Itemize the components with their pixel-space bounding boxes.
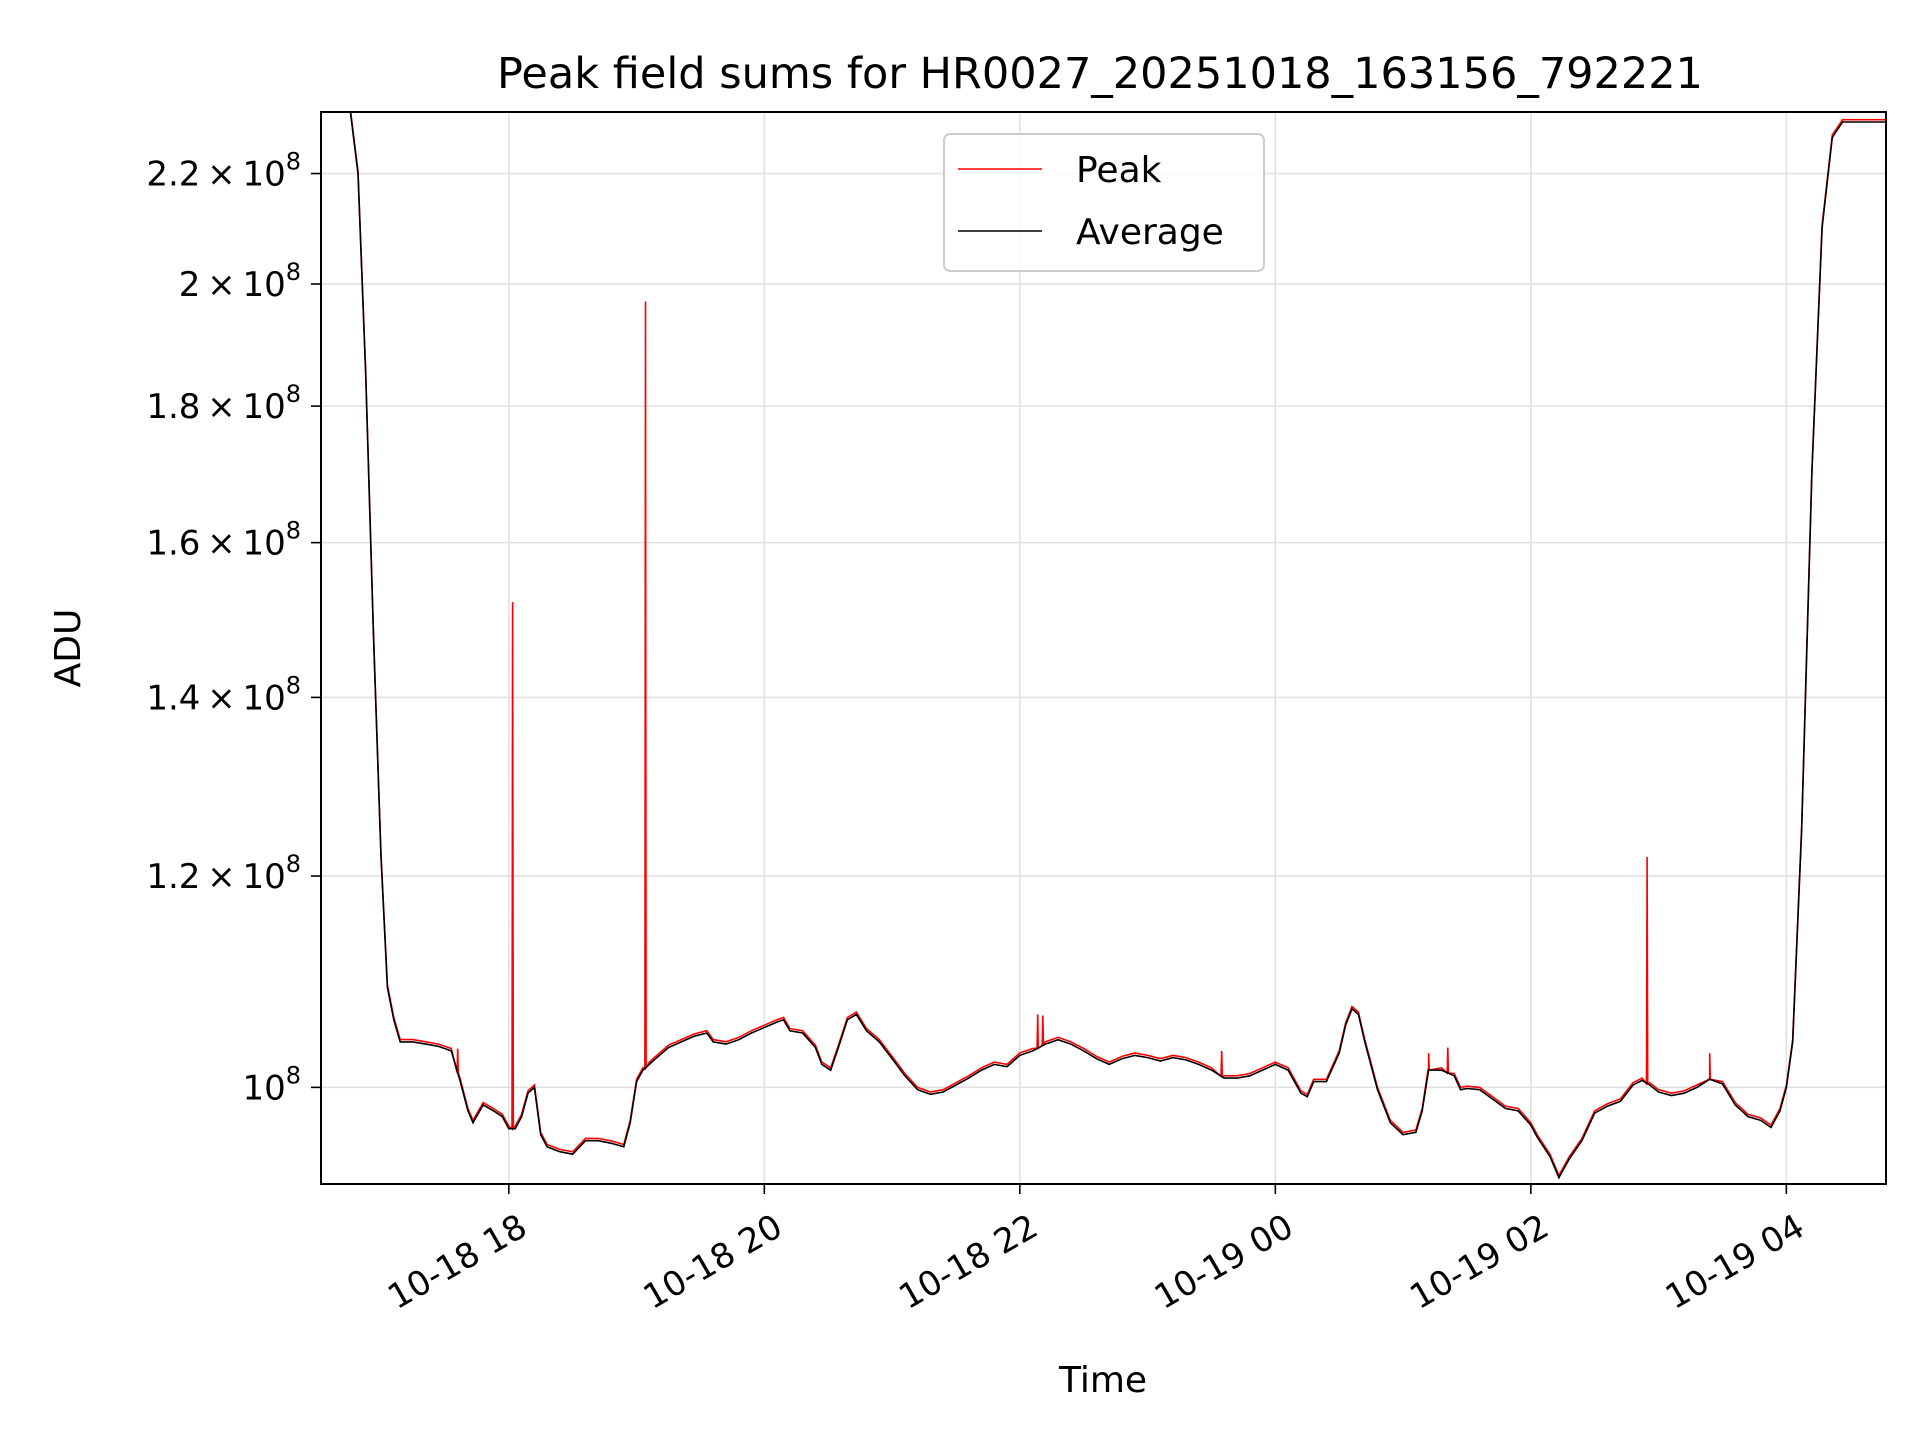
y-axis-title: ADU xyxy=(48,609,89,688)
y-tick-label: 108 xyxy=(242,1061,301,1108)
y-tick-label: 2 × 108 xyxy=(179,258,301,305)
chart-title: Peak field sums for HR0027_20251018_1631… xyxy=(497,49,1703,99)
y-axis-ticks: 108 1.2 × 108 1.4 × 108 1.6 × 108 1.8 × 108 2… xyxy=(146,148,321,1108)
plot-area-frame xyxy=(320,111,1887,1185)
legend: Peak Average xyxy=(943,133,1265,272)
y-tick-label: 2.2 × 108 xyxy=(146,148,301,195)
grid-lines xyxy=(321,112,1886,1184)
y-tick-label: 1.4 × 108 xyxy=(146,671,301,718)
legend-average-label: Average xyxy=(1076,212,1224,253)
average-series-line xyxy=(349,112,1886,1180)
series-layer xyxy=(349,112,1886,1180)
y-tick-label: 1.2 × 108 xyxy=(146,850,301,897)
y-tick-label: 1.6 × 108 xyxy=(146,517,301,564)
y-tick-label: 1.8 × 108 xyxy=(146,380,301,427)
legend-peak-label: Peak xyxy=(1076,150,1162,191)
x-axis-title: Time xyxy=(1058,1360,1147,1401)
